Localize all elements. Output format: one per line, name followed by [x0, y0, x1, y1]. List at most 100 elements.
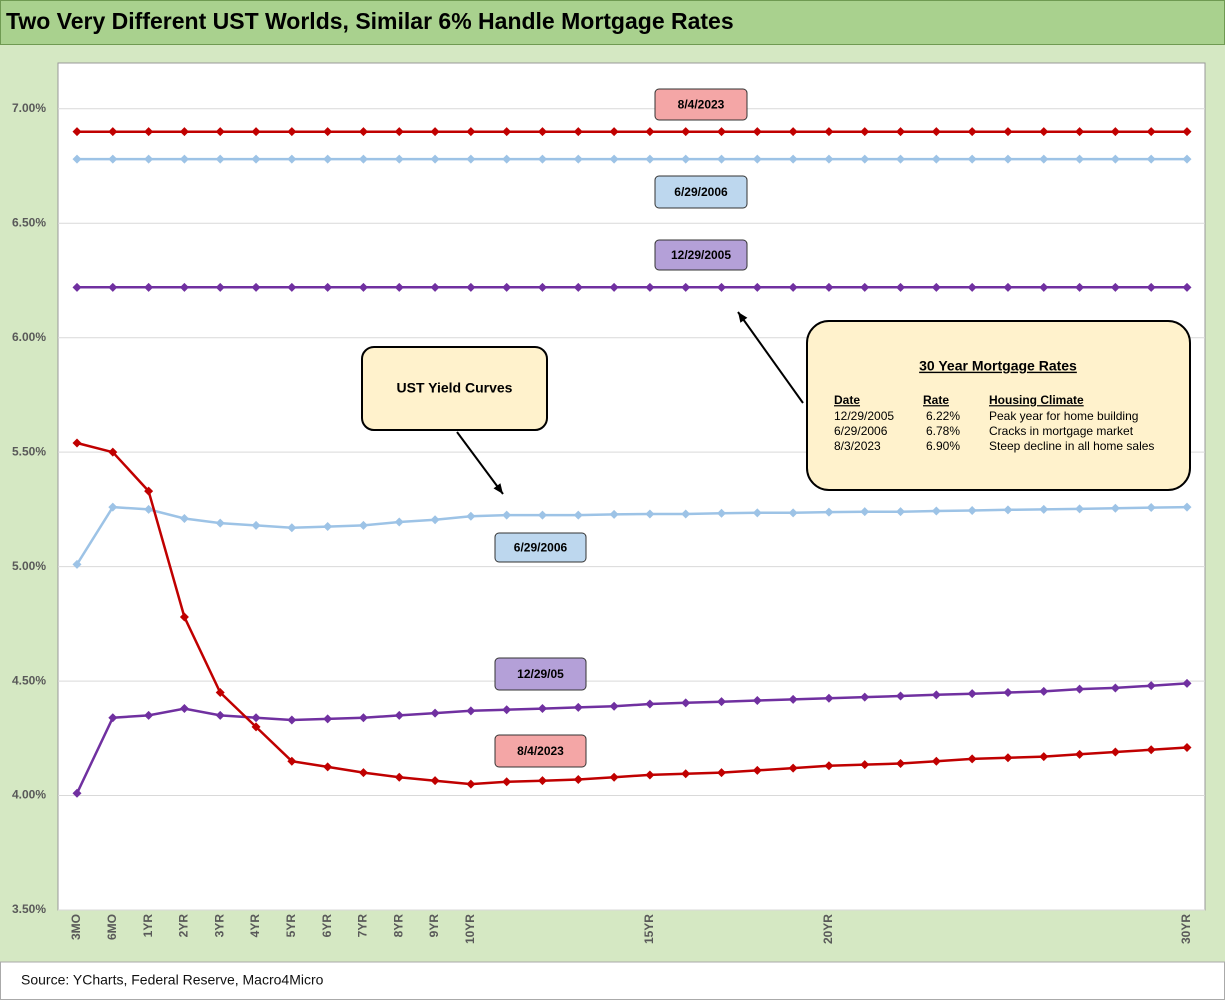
marker: [72, 282, 82, 292]
x-tick-label: 3YR: [212, 914, 226, 938]
marker: [251, 282, 261, 292]
marker: [466, 127, 476, 137]
marker: [502, 777, 512, 787]
annotation: UST Yield Curves: [397, 380, 513, 396]
marker: [1075, 684, 1085, 694]
marker: [502, 282, 512, 292]
marker: [573, 702, 583, 712]
y-tick-label: 5.00%: [12, 559, 46, 573]
marker: [824, 154, 834, 164]
marker: [358, 282, 368, 292]
marker: [251, 520, 261, 530]
marker: [179, 154, 189, 164]
marker: [1039, 504, 1049, 514]
marker: [1110, 503, 1120, 513]
marker: [287, 715, 297, 725]
marker: [609, 127, 619, 137]
marker: [215, 127, 225, 137]
marker: [788, 508, 798, 518]
marker: [967, 127, 977, 137]
marker: [144, 504, 154, 514]
marker: [752, 765, 762, 775]
marker: [323, 127, 333, 137]
marker: [931, 127, 941, 137]
marker: [215, 688, 225, 698]
marker: [537, 776, 547, 786]
marker: [1003, 505, 1013, 515]
marker: [931, 154, 941, 164]
table-cell: Peak year for home building: [989, 409, 1138, 423]
y-tick-label: 3.50%: [12, 902, 46, 916]
marker: [72, 154, 82, 164]
title-bar: [0, 0, 1225, 45]
marker: [144, 486, 154, 496]
y-tick-label: 4.50%: [12, 673, 46, 687]
x-tick-label: 9YR: [427, 914, 441, 938]
y-tick-label: 6.50%: [12, 215, 46, 229]
marker: [573, 282, 583, 292]
marker: [896, 154, 906, 164]
marker: [1039, 154, 1049, 164]
marker: [824, 693, 834, 703]
marker: [752, 508, 762, 518]
marker: [1003, 154, 1013, 164]
marker: [1182, 282, 1192, 292]
series-label: 6/29/2006: [674, 185, 728, 199]
marker: [358, 127, 368, 137]
marker: [931, 506, 941, 516]
x-tick-label: 8YR: [391, 914, 405, 938]
marker: [860, 154, 870, 164]
marker: [788, 282, 798, 292]
marker: [967, 689, 977, 699]
marker: [752, 282, 762, 292]
marker: [609, 701, 619, 711]
marker: [144, 154, 154, 164]
x-tick-label: 3MO: [69, 914, 83, 940]
x-tick-label: 6YR: [320, 914, 334, 938]
y-tick-label: 7.00%: [12, 101, 46, 115]
marker: [287, 127, 297, 137]
marker: [430, 282, 440, 292]
marker: [967, 154, 977, 164]
marker: [1146, 503, 1156, 513]
marker: [179, 704, 189, 714]
marker: [609, 282, 619, 292]
marker: [358, 768, 368, 778]
marker: [1146, 282, 1156, 292]
table-cell: 6/29/2006: [834, 424, 888, 438]
marker: [752, 696, 762, 706]
table-cell: 6.90%: [926, 439, 960, 453]
marker: [251, 713, 261, 723]
marker: [573, 127, 583, 137]
marker: [645, 770, 655, 780]
marker: [1182, 154, 1192, 164]
marker: [537, 704, 547, 714]
marker: [430, 154, 440, 164]
series-label-box: [654, 239, 748, 271]
table-title: 30 Year Mortgage Rates: [919, 358, 1077, 374]
x-tick-label: 7YR: [356, 914, 370, 938]
marker: [1182, 127, 1192, 137]
marker: [251, 127, 261, 137]
marker: [1039, 752, 1049, 762]
marker: [1110, 683, 1120, 693]
marker: [430, 776, 440, 786]
marker: [681, 509, 691, 519]
chart-title: Two Very Different UST Worlds, Similar 6…: [6, 8, 734, 34]
marker: [752, 154, 762, 164]
marker: [358, 713, 368, 723]
marker: [287, 154, 297, 164]
marker: [681, 127, 691, 137]
y-tick-label: 6.00%: [12, 330, 46, 344]
marker: [1003, 753, 1013, 763]
marker: [72, 559, 82, 569]
marker: [466, 511, 476, 521]
marker: [645, 127, 655, 137]
x-tick-label: 10YR: [463, 914, 477, 944]
marker: [717, 508, 727, 518]
marker: [394, 127, 404, 137]
series-label-box: [494, 734, 587, 768]
series-label: 6/29/2006: [514, 541, 568, 555]
marker: [394, 710, 404, 720]
marker: [215, 154, 225, 164]
